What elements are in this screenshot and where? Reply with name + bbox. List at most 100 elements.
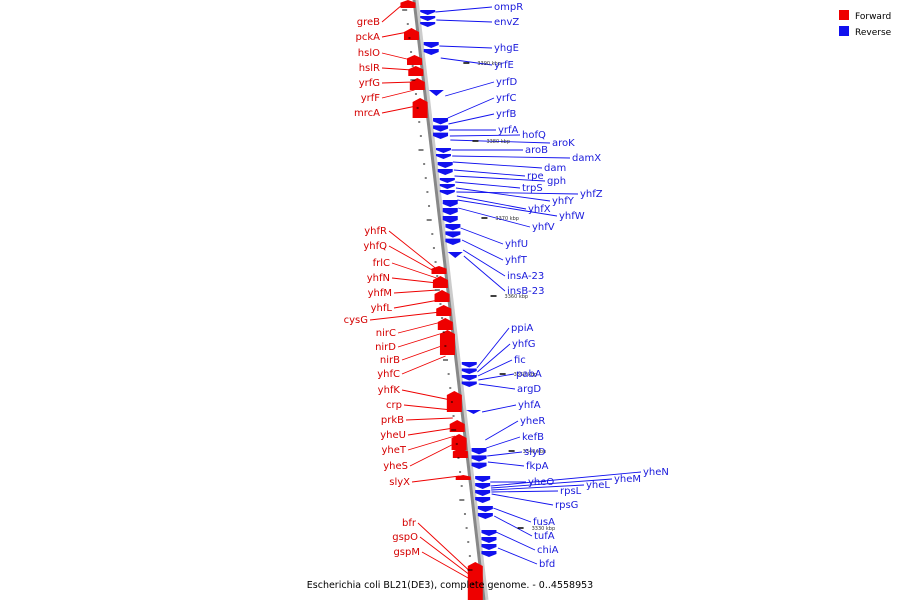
forward-gene-label: yheU (380, 430, 406, 441)
forward-gene-block (437, 318, 453, 330)
tick-label: 3380 kbp (486, 139, 510, 145)
forward-gene-block (434, 290, 450, 302)
reverse-gene-label: insB-23 (507, 286, 545, 297)
reverse-gene-label: fic (514, 355, 526, 366)
forward-gene-label: yhfR (364, 226, 387, 237)
tick-label: 3390 kbp (477, 61, 501, 67)
reverse-gene-label: yheR (520, 416, 545, 427)
reverse-leader-line (456, 191, 579, 195)
gene-features (400, 0, 497, 600)
reverse-gene-block (445, 224, 461, 245)
forward-leader-line (388, 245, 436, 273)
reverse-leader-line (452, 161, 543, 169)
reverse-gene-label: yrfB (496, 109, 517, 120)
tick-label: 3360 kbp (505, 294, 529, 300)
reverse-gene-block (428, 90, 444, 96)
legend-forward-label: Forward (855, 12, 891, 22)
reverse-leader-line (487, 461, 525, 467)
forward-gene-label: greB (357, 17, 380, 28)
forward-leader-line (407, 435, 455, 451)
reverse-gene-label: pabA (516, 369, 542, 380)
reverse-gene-label: slyD (524, 447, 546, 458)
reverse-gene-block (435, 148, 451, 159)
reverse-leader-line (456, 195, 527, 210)
reverse-leader-line (463, 255, 506, 292)
forward-leader-line (411, 475, 460, 483)
reverse-leader-line (461, 239, 504, 261)
reverse-gene-label: gph (547, 176, 566, 187)
reverse-gene-block (471, 448, 487, 469)
reverse-gene-label: yhfG (512, 339, 536, 350)
reverse-gene-label: rpsG (555, 500, 578, 511)
reverse-gene-block (477, 506, 493, 519)
reverse-gene-label: ompR (494, 2, 523, 13)
reverse-leader-line (481, 404, 517, 413)
reverse-gene-label: yheM (614, 474, 641, 485)
reverse-gene-label: rpe (527, 171, 544, 182)
forward-gene-label: cysG (344, 315, 368, 326)
forward-gene-label: prkB (381, 415, 404, 426)
reverse-gene-label: yhfY (552, 196, 575, 207)
reverse-gene-label: yhgE (494, 43, 519, 54)
forward-leader-line (381, 52, 412, 61)
reverse-leader-line (455, 181, 521, 189)
forward-gene-block (403, 28, 419, 40)
forward-leader-line (388, 230, 436, 269)
forward-gene-label: yrfF (361, 93, 381, 104)
reverse-leader-line (436, 19, 493, 23)
forward-gene-block (449, 420, 465, 432)
reverse-leader-line (448, 113, 495, 125)
reverse-gene-label: yheO (528, 477, 554, 488)
reverse-gene-label: trpS (522, 183, 543, 194)
tick-label: 3350 kbp (514, 372, 538, 378)
reverse-leader-line (477, 359, 513, 377)
reverse-gene-label: yheN (643, 467, 669, 478)
reverse-leader-line (497, 547, 538, 565)
forward-gene-label: nirC (376, 328, 396, 339)
forward-leader-line (381, 31, 408, 38)
forward-gene-label: nirB (380, 355, 400, 366)
legend-forward-swatch (839, 10, 849, 20)
forward-gene-label: nirD (375, 342, 396, 353)
reverse-leader-line (462, 249, 506, 277)
reverse-leader-line (478, 373, 515, 381)
forward-gene-block (455, 475, 471, 480)
reverse-leader-line (439, 45, 493, 49)
reverse-leader-line (478, 383, 516, 390)
reverse-gene-label: envZ (494, 17, 519, 28)
forward-leader-line (397, 321, 442, 334)
forward-gene-label: pckA (356, 32, 381, 43)
reverse-leader-line (490, 471, 642, 487)
forward-gene-block (432, 276, 448, 288)
forward-gene-block (436, 305, 452, 316)
reverse-gene-label: dam (544, 163, 566, 174)
forward-leader-line (381, 81, 414, 84)
reverse-gene-block (442, 200, 458, 223)
tick-label: 3370 kbp (495, 216, 519, 222)
forward-leader-line (397, 332, 443, 348)
forward-gene-block (467, 562, 483, 600)
reverse-leader-line (493, 507, 532, 523)
forward-leader-line (401, 355, 446, 375)
reverse-leader-line (452, 155, 571, 159)
reverse-leader-line (495, 531, 536, 551)
reverse-leader-line (454, 175, 546, 182)
reverse-gene-block (423, 42, 439, 55)
forward-gene-label: yheT (381, 445, 406, 456)
reverse-gene-block (420, 10, 436, 27)
forward-leader-line (381, 89, 415, 99)
reverse-leader-line (450, 139, 551, 144)
reverse-gene-label: kefB (522, 432, 544, 443)
forward-leader-line (419, 536, 472, 577)
reverse-gene-block (433, 118, 449, 139)
reverse-gene-label: fkpA (526, 461, 549, 472)
reverse-leader-line (493, 515, 533, 537)
reverse-leader-line (460, 227, 504, 245)
reverse-gene-label: bfd (539, 559, 555, 570)
reverse-gene-label: yrfA (498, 125, 519, 136)
forward-gene-label: slyX (389, 477, 410, 488)
reverse-leader-line (486, 436, 521, 449)
forward-leader-line (421, 551, 472, 581)
reverse-gene-label: ppiA (511, 323, 533, 334)
